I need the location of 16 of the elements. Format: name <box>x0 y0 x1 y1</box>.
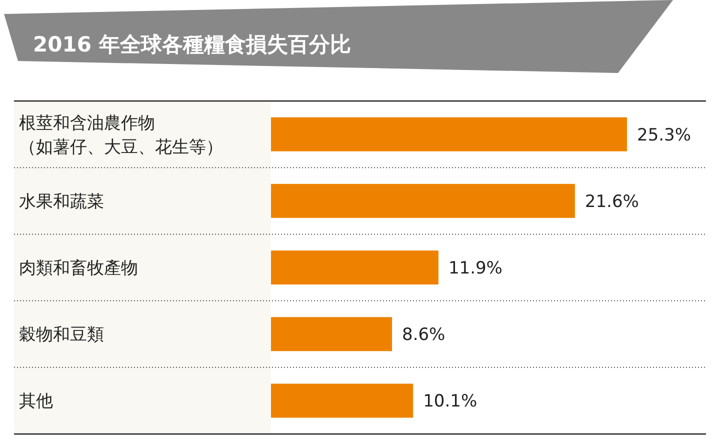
data-label: 8.6% <box>402 325 446 346</box>
bar <box>271 384 414 418</box>
data-label: 21.6% <box>584 192 639 212</box>
data-label: 10.1% <box>423 392 478 412</box>
y-tick-label: 水果和蔬菜 <box>19 192 104 212</box>
y-tick-label: 其他 <box>19 392 53 412</box>
bar <box>271 184 575 218</box>
y-tick-label: 根莖和含油農作物（如薯仔、大豆、花生等） <box>19 113 223 158</box>
bar <box>271 117 627 152</box>
data-label: 11.9% <box>448 258 502 278</box>
y-tick-label: 穀物和豆類 <box>19 325 104 346</box>
bar <box>271 317 392 352</box>
chart-title: 2016 年全球各種糧食損失百分比 <box>33 32 351 56</box>
bar <box>271 250 438 284</box>
data-label: 25.3% <box>637 125 692 146</box>
y-tick-label: 肉類和畜牧產物 <box>19 258 138 278</box>
